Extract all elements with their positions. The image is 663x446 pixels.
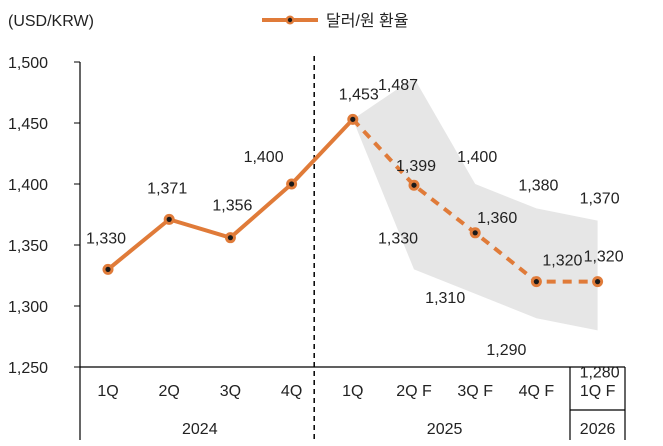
data-value-label: 1,360 <box>477 210 517 227</box>
data-point-center <box>533 279 540 285</box>
legend-label: 달러/원 환율 <box>326 12 409 30</box>
data-point-center <box>595 279 601 285</box>
x-category-label: 3Q F <box>457 383 493 400</box>
data-value-label: 1,400 <box>244 149 284 166</box>
y-tick-label: 1,400 <box>8 177 48 194</box>
data-value-label: 1,453 <box>339 86 379 103</box>
x-category-label: 1Q <box>97 383 118 400</box>
actual-series-line <box>106 117 355 272</box>
data-value-label: 1,356 <box>212 198 252 215</box>
data-value-label: 1,330 <box>86 230 126 247</box>
y-tick-label: 1,350 <box>8 238 48 255</box>
y-tick-label: 1,450 <box>8 116 48 133</box>
y-tick-label: 1,300 <box>8 299 48 316</box>
data-value-label: 1,320 <box>584 249 624 266</box>
x-category-label: 1Q <box>342 383 363 400</box>
data-point-center <box>472 230 478 236</box>
y-tick-label: 1,500 <box>8 55 48 72</box>
data-value-label: 1,399 <box>396 158 436 175</box>
year-group-label: 2026 <box>580 421 616 438</box>
forecast-upper-label: 1,370 <box>580 191 620 208</box>
forecast-upper-label: 1,487 <box>378 77 418 94</box>
forecast-lower-label: 1,310 <box>425 290 465 307</box>
x-category-label: 2Q <box>159 383 180 400</box>
year-group-label: 2025 <box>427 421 463 438</box>
unit-label: (USD/KRW) <box>8 13 94 30</box>
forecast-lower-label: 1,280 <box>580 364 620 381</box>
data-point-center <box>289 181 295 187</box>
year-group-label: 2024 <box>182 421 218 438</box>
forecast-range-band <box>352 77 598 331</box>
data-point-center <box>105 266 111 272</box>
forecast-lower-label: 1,290 <box>486 342 526 359</box>
x-category-label: 3Q <box>220 383 241 400</box>
data-value-label: 1,320 <box>542 253 582 270</box>
data-point-center <box>166 216 172 222</box>
data-point-center <box>227 235 233 241</box>
legend-marker-center <box>287 17 293 23</box>
x-category-label: 2Q F <box>396 383 432 400</box>
forecast-lower-label: 1,330 <box>378 230 418 247</box>
y-tick-label: 1,250 <box>8 360 48 377</box>
forecast-upper-label: 1,380 <box>518 177 558 194</box>
data-value-label: 1,371 <box>147 180 187 197</box>
forecast-upper-label: 1,400 <box>457 149 497 166</box>
x-category-label: 4Q <box>281 383 302 400</box>
data-point-center <box>411 182 417 188</box>
x-category-label: 1Q F <box>580 383 616 400</box>
x-category-label: 4Q F <box>519 383 555 400</box>
data-point-center <box>350 116 356 122</box>
